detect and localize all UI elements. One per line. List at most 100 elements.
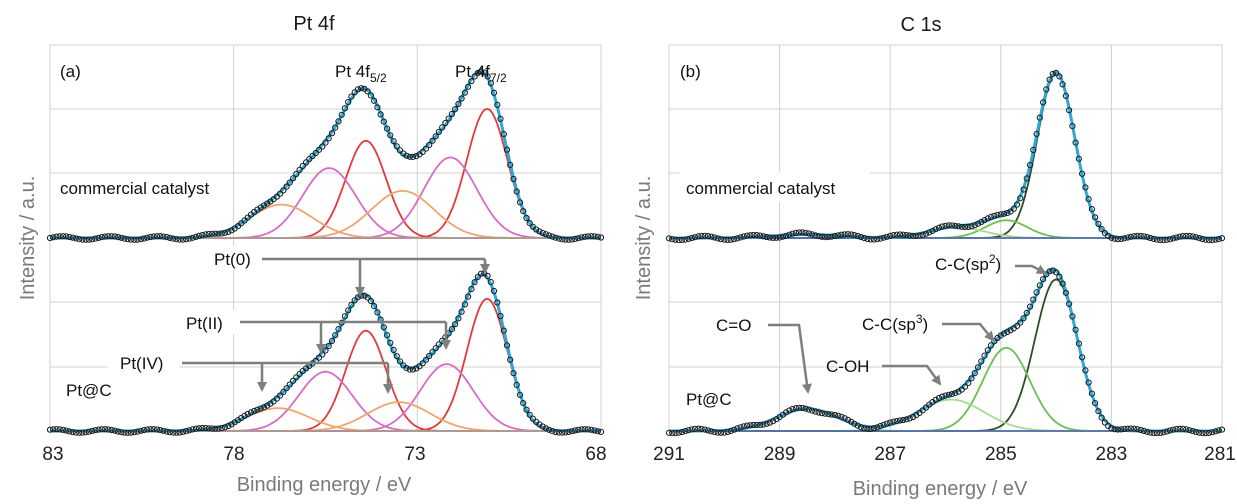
panel-a-spectrum-0-point xyxy=(516,199,524,206)
panel-a-spectrum-1-point xyxy=(50,426,57,433)
panel-a-spectrum-0-point xyxy=(384,125,391,132)
panel-a-xtick-3: 68 xyxy=(585,444,606,465)
panel-b-spectrum-0-point xyxy=(783,232,790,239)
c-c-sp2-main: C-C(sp xyxy=(935,255,989,274)
panel-a-spectrum-0-point xyxy=(371,97,378,104)
panel-a-spectrum-1-point xyxy=(542,425,550,432)
panel-b-spectrum-1-point xyxy=(883,420,891,427)
panel-b-spectrum-1-point xyxy=(896,417,904,424)
panel-b-spectrum-0-point xyxy=(828,233,835,240)
panel-b-spectrum-1-point xyxy=(731,426,738,433)
panel-b-spectrum-1-point xyxy=(1017,319,1024,326)
panel-b-spectrum-0-point xyxy=(717,236,725,243)
panel-b-spectrum-0-envelope xyxy=(669,70,1222,240)
panel-a-spectrum-0-point xyxy=(439,124,446,131)
panel-b-spectrum-0-point xyxy=(704,233,712,240)
panel-a-spectrum-1-point xyxy=(555,429,563,436)
panel-b-spectrum-0-point xyxy=(965,223,972,230)
panel-a-spectrum-0-point xyxy=(89,236,96,243)
panel-a-spectrum-0-point xyxy=(377,111,384,118)
panel-b-spectrum-0-point xyxy=(1183,232,1190,239)
panel-a-spectrum-1-point xyxy=(189,426,196,433)
panel-a-spectrum-0-point xyxy=(572,235,579,242)
panel-b-spectrum-1-point xyxy=(1179,425,1187,432)
panel-b-spectrum-1-point xyxy=(1215,427,1222,434)
panel-a-spectrum-0-point xyxy=(186,235,193,242)
panel-a-spectrum-1-point xyxy=(393,353,400,360)
panel-a-spectrum-1-point xyxy=(63,427,70,434)
panel-b-spectrum-1-point xyxy=(948,391,956,398)
panel-a-spectrum-0-point xyxy=(565,236,572,243)
panel-b-spectrum-0-point xyxy=(731,236,738,243)
panel-a-spectrum-1-point xyxy=(163,428,170,435)
panel-b-spectrum-1-point xyxy=(1108,425,1115,432)
panel-a-spectrum-0-point xyxy=(299,162,306,170)
panel-a-spectrum-0-point xyxy=(575,235,582,242)
panel-a-spectrum-0-point xyxy=(82,236,89,243)
panel-a-spectrum-1-point xyxy=(160,427,167,434)
panel-b-spectrum-1-point xyxy=(828,411,835,418)
panel-b-spectrum-0-point xyxy=(799,229,806,236)
panel-a-spectrum-0-point xyxy=(458,95,465,102)
panel-b-spectrum-1-peak-1 xyxy=(669,346,1222,432)
panel-a-spectrum-1-point xyxy=(273,395,280,402)
panel-b-spectrum-0-point xyxy=(952,222,959,229)
panel-a-spectrum-0-point xyxy=(59,233,67,240)
panel-a-spectrum-1-point xyxy=(92,427,99,434)
panel-a-spectrum-0-point xyxy=(312,149,319,157)
panel-b-spectrum-1-point xyxy=(1001,330,1008,337)
panel-b-spectrum-0-point xyxy=(1014,201,1021,208)
panel-b-spectrum-0-point xyxy=(1082,184,1089,191)
panel-a-spectrum-0-point xyxy=(481,69,488,76)
panel-a-spectrum-0-point xyxy=(390,138,397,145)
panel-a-spectrum-1-point xyxy=(147,426,154,433)
panel-b-spectrum-0-point xyxy=(698,232,705,240)
panel-a-spectrum-1-point xyxy=(490,287,498,295)
panel-b-spectrum-1-point xyxy=(1082,367,1089,374)
panel-a-spectrum-0-point xyxy=(215,230,222,237)
panel-b-spectrum-1-point xyxy=(1209,429,1216,436)
panel-a-spectrum-0-point xyxy=(257,204,264,211)
panel-b-spectrum-1-point xyxy=(984,347,991,354)
panel-a-spectrum-1-point xyxy=(474,273,481,280)
panel-b-spectrum-1-point xyxy=(1137,426,1144,434)
panel-a-spectrum-1-point xyxy=(546,426,553,433)
panel-b-spectrum-1-point xyxy=(1147,429,1154,436)
panel-b-spectrum-1-point xyxy=(678,428,686,436)
panel-b-spectrum-1-point xyxy=(1170,426,1177,433)
panel-b-spectrum-0-point xyxy=(1069,123,1076,130)
panel-a-spectrum-0-point xyxy=(432,133,439,140)
panel-a-spectrum-0-point xyxy=(429,137,436,144)
panel-b-spectrum-1-point xyxy=(1004,328,1011,335)
panel-b-spectrum-1-point xyxy=(792,405,800,412)
panel-a-spectrum-1-point xyxy=(403,365,410,372)
panel-b-spectrum-0-point xyxy=(669,236,676,243)
panel-a-spectrum-0-point xyxy=(500,131,507,138)
panel-b-spectrum-0-point xyxy=(981,217,988,224)
panel-b-spectrum-0-point xyxy=(906,232,913,239)
panel-b-spectrum-1-point xyxy=(1166,427,1174,434)
panel-b-spectrum-1-point xyxy=(848,418,855,425)
panel-a-spectrum-1-point xyxy=(225,422,232,430)
panel-b-spectrum-1-point xyxy=(1020,315,1027,322)
panel-a-spectrum-1-point xyxy=(280,388,287,395)
panel-a-spectrum-0-point xyxy=(157,233,164,240)
panel-a-spectrum-0-point xyxy=(221,229,229,236)
panel-a-spectrum-0-point xyxy=(56,233,63,240)
panel-a-spectrum-1-point xyxy=(277,392,284,399)
panel-b-spectrum-0-point xyxy=(1153,236,1161,243)
panel-b-spectrum-0-point xyxy=(1140,233,1148,240)
panel-a-spectrum-0-point xyxy=(322,139,329,146)
panel-a-spectrum-1-point xyxy=(105,426,112,433)
panel-a-spectrum-1-point xyxy=(516,391,524,398)
panel-a-spectrum-0-point xyxy=(380,118,387,125)
panel-a-spectrum-1-point xyxy=(387,339,394,346)
panel-b-spectrum-0-point xyxy=(1186,232,1193,240)
panel-b-spectrum-1-point xyxy=(987,342,995,349)
panel-b-spectrum-0-point xyxy=(1218,235,1226,242)
panel-b-spectrum-1-point xyxy=(750,421,757,429)
panel-b-spectrum-1-point xyxy=(909,413,917,421)
panel-b-spectrum-0-point xyxy=(1072,139,1079,146)
panel-b-spectrum-0-point xyxy=(958,223,965,230)
panel-a-spectrum-0-point xyxy=(426,141,433,148)
